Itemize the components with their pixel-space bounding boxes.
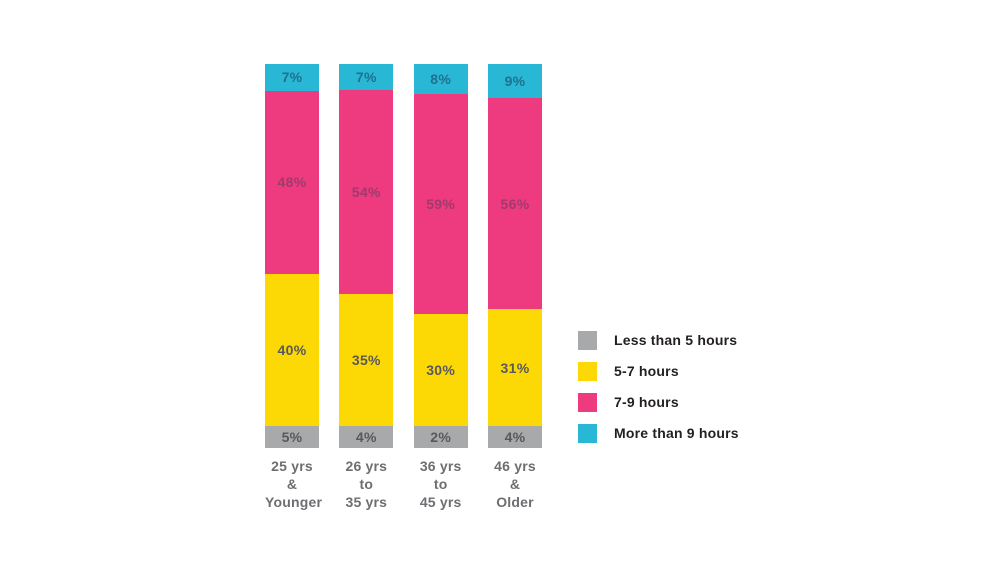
segment-value-label: 7% [355, 69, 377, 86]
bar-segment: 54% [339, 90, 394, 295]
bar-segment: 7% [339, 64, 394, 91]
segment-value-label: 35% [351, 352, 381, 368]
segment-value-label: 7% [281, 69, 303, 86]
bar-segment: 56% [487, 97, 542, 310]
bars-area: 7% 48% 40% 5% 7% 54% 35% 4% 8% 59% 30% 2% 9% 56% 31% 4% [265, 64, 542, 448]
legend-item: More than 9 hours [578, 423, 739, 443]
legend-swatch [578, 392, 597, 412]
bar-segment: 4% [339, 426, 394, 448]
category-label: 26 yrs to 35 yrs [345, 458, 388, 510]
bar: 9% 56% 31% 4% [487, 64, 542, 448]
bar-segment: 30% [413, 314, 468, 426]
bar-segment: 35% [339, 294, 394, 426]
bar: 7% 54% 35% 4% [339, 64, 394, 448]
bar-segment: 7% [265, 64, 319, 91]
category-label: 25 yrs & Younger [265, 458, 323, 510]
segment-value-label: 5% [281, 429, 303, 445]
segment-value-label: 4% [355, 429, 377, 445]
segment-value-label: 59% [426, 195, 456, 212]
legend-item: 7-9 hours [578, 392, 739, 412]
bar-segment: 59% [413, 93, 468, 315]
segment-value-label: 8% [430, 70, 452, 87]
bar-segment: 48% [265, 90, 319, 274]
segment-value-label: 56% [500, 195, 530, 212]
legend-swatch [578, 361, 597, 381]
bar-segment: 31% [487, 309, 542, 426]
category-axis-labels: 25 yrs & Younger 26 yrs to 35 yrs 36 yrs t… [265, 457, 542, 511]
segment-value-label: 2% [430, 429, 452, 445]
legend-item: Less than 5 hours [578, 330, 739, 350]
bar-segment: 2% [413, 426, 468, 448]
segment-value-label: 54% [351, 184, 381, 201]
legend: Less than 5 hours 5-7 hours 7-9 hours More … [578, 330, 739, 454]
segment-value-label: 30% [426, 362, 456, 379]
segment-value-label: 48% [277, 174, 307, 191]
category-label: 46 yrs & Older [494, 458, 536, 510]
legend-label: 7-9 hours [614, 394, 679, 410]
bar: 7% 48% 40% 5% [265, 64, 319, 448]
segment-value-label: 9% [504, 72, 526, 89]
legend-swatch [578, 423, 597, 443]
segment-value-label: 31% [500, 359, 530, 376]
bar-segment: 5% [265, 426, 319, 448]
segment-value-label: 4% [504, 429, 526, 445]
segment-value-label: 40% [277, 341, 307, 358]
legend-label: Less than 5 hours [614, 332, 738, 348]
bar-segment: 40% [265, 273, 319, 426]
legend-label: 5-7 hours [614, 363, 679, 379]
bar: 8% 59% 30% 2% [413, 64, 468, 448]
bar-segment: 8% [413, 64, 468, 94]
legend-item: 5-7 hours [578, 361, 739, 381]
category-label: 36 yrs to 45 yrs [419, 458, 462, 510]
legend-label: More than 9 hours [614, 425, 739, 441]
bar-segment: 9% [487, 64, 542, 98]
bar-segment: 4% [487, 426, 542, 448]
legend-swatch [578, 330, 597, 350]
